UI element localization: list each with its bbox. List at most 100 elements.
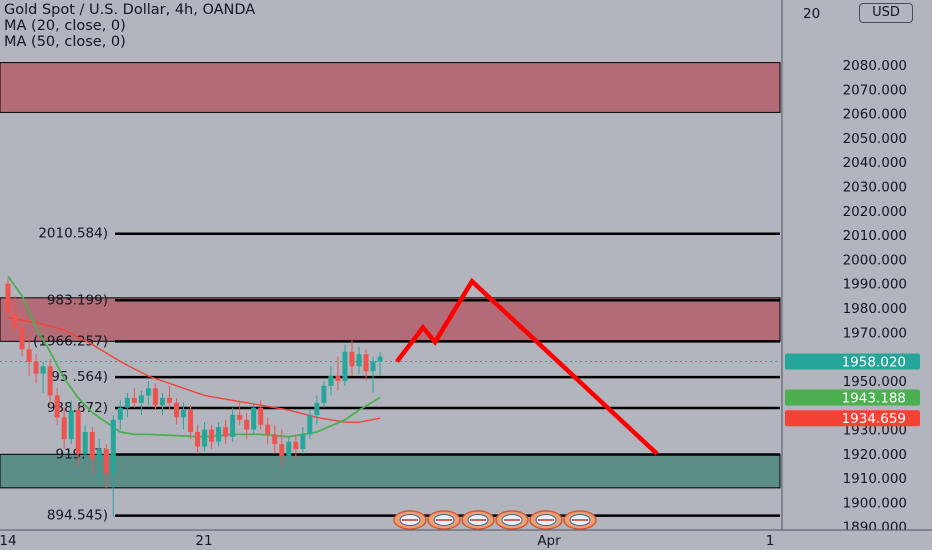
candle bbox=[342, 344, 348, 386]
candle bbox=[293, 434, 299, 459]
candle-body bbox=[279, 444, 285, 457]
candle bbox=[12, 295, 18, 333]
candle-body bbox=[195, 431, 201, 447]
candle-body bbox=[166, 397, 172, 403]
candle bbox=[230, 407, 236, 442]
zone-resistance-upper bbox=[0, 62, 781, 113]
candle-body bbox=[68, 410, 74, 440]
candle bbox=[251, 402, 257, 435]
projection-path bbox=[395, 277, 659, 456]
y-tick-label-partial: 20 bbox=[803, 6, 820, 22]
candle bbox=[173, 397, 179, 425]
candle-body bbox=[40, 366, 46, 374]
candle-body bbox=[61, 417, 67, 440]
y-tick-label: 2010.000 bbox=[843, 228, 907, 244]
candle bbox=[363, 349, 369, 381]
zone-resistance-lower bbox=[0, 297, 781, 342]
candle-body bbox=[202, 429, 208, 447]
candle-body bbox=[5, 283, 11, 313]
candle-body bbox=[209, 429, 215, 442]
candle-body bbox=[19, 327, 25, 350]
x-tick-label: 14 bbox=[0, 533, 17, 549]
candle bbox=[33, 354, 39, 384]
price-tag-label: 1943.188 bbox=[842, 390, 906, 406]
level-label: 894.545) bbox=[47, 508, 108, 524]
price-tag-label: 1934.659 bbox=[842, 411, 906, 427]
event-flag-icon bbox=[529, 510, 563, 530]
level-label: (1966.257) bbox=[33, 333, 108, 349]
level-label: 919. .7) bbox=[56, 447, 109, 463]
candle-body bbox=[216, 427, 222, 442]
candle bbox=[138, 390, 144, 415]
candle-body bbox=[370, 361, 376, 372]
candle bbox=[40, 361, 46, 394]
candle-body bbox=[237, 414, 243, 420]
x-tick-label: Apr bbox=[537, 533, 561, 549]
candle bbox=[166, 385, 172, 411]
candle-body bbox=[159, 397, 165, 406]
y-tick-label: 2080.000 bbox=[843, 58, 907, 74]
candle bbox=[321, 380, 327, 408]
candle-body bbox=[96, 448, 102, 459]
level-label: 2010.584) bbox=[38, 226, 108, 242]
candle bbox=[5, 278, 11, 321]
candle-body bbox=[47, 366, 53, 396]
candle bbox=[124, 393, 130, 418]
candle-body bbox=[124, 397, 130, 408]
candle bbox=[377, 351, 383, 377]
candle-body bbox=[26, 349, 32, 362]
candle bbox=[216, 422, 222, 447]
currency-button[interactable]: USD bbox=[859, 3, 913, 23]
candle bbox=[61, 407, 67, 449]
candle-body bbox=[314, 402, 320, 415]
candle bbox=[96, 439, 102, 483]
event-flag-icon bbox=[495, 510, 529, 530]
time-axis bbox=[0, 530, 932, 550]
y-tick-label: 1970.000 bbox=[843, 325, 907, 341]
candle bbox=[82, 424, 88, 462]
candle-body bbox=[258, 407, 264, 425]
candle-body bbox=[272, 434, 278, 445]
candle-body bbox=[377, 356, 383, 362]
candle bbox=[307, 410, 313, 440]
candle-body bbox=[138, 395, 144, 403]
candle-body bbox=[363, 354, 369, 372]
ma20-legend: MA (20, close, 0) bbox=[4, 18, 126, 34]
price-tag bbox=[785, 410, 920, 427]
candle-body bbox=[152, 388, 158, 406]
y-tick-label: 1990.000 bbox=[843, 277, 907, 293]
candle-body bbox=[293, 441, 299, 449]
candle bbox=[265, 417, 271, 445]
candle-body bbox=[181, 410, 186, 418]
candle-body bbox=[328, 376, 334, 386]
candle bbox=[272, 424, 278, 454]
chart-legend: Gold Spot / U.S. Dollar, 4h, OANDA MA (2… bbox=[4, 2, 255, 50]
event-flag-icon bbox=[427, 510, 461, 530]
candle bbox=[356, 346, 362, 374]
y-tick-label: 2020.000 bbox=[843, 204, 907, 220]
candle bbox=[68, 400, 74, 445]
candle bbox=[335, 356, 341, 391]
y-tick-label: 1920.000 bbox=[843, 447, 907, 463]
y-tick-label: 1900.000 bbox=[843, 495, 907, 511]
candle bbox=[314, 395, 320, 425]
candle bbox=[19, 315, 25, 357]
candle bbox=[188, 405, 194, 440]
event-flag-icon bbox=[461, 510, 495, 530]
zone-support bbox=[0, 453, 781, 489]
candle-body bbox=[75, 410, 81, 454]
level-label: 983.199) bbox=[47, 292, 108, 308]
candle-body bbox=[117, 407, 123, 420]
y-tick-label: 2000.000 bbox=[843, 252, 907, 268]
candle bbox=[209, 424, 215, 449]
candle bbox=[279, 429, 285, 466]
candle bbox=[75, 405, 81, 466]
price-tag bbox=[785, 353, 920, 370]
event-flag-icon bbox=[563, 510, 597, 530]
candle bbox=[131, 388, 137, 408]
candle bbox=[328, 366, 334, 396]
candle-body bbox=[223, 427, 229, 437]
candle bbox=[286, 436, 292, 462]
